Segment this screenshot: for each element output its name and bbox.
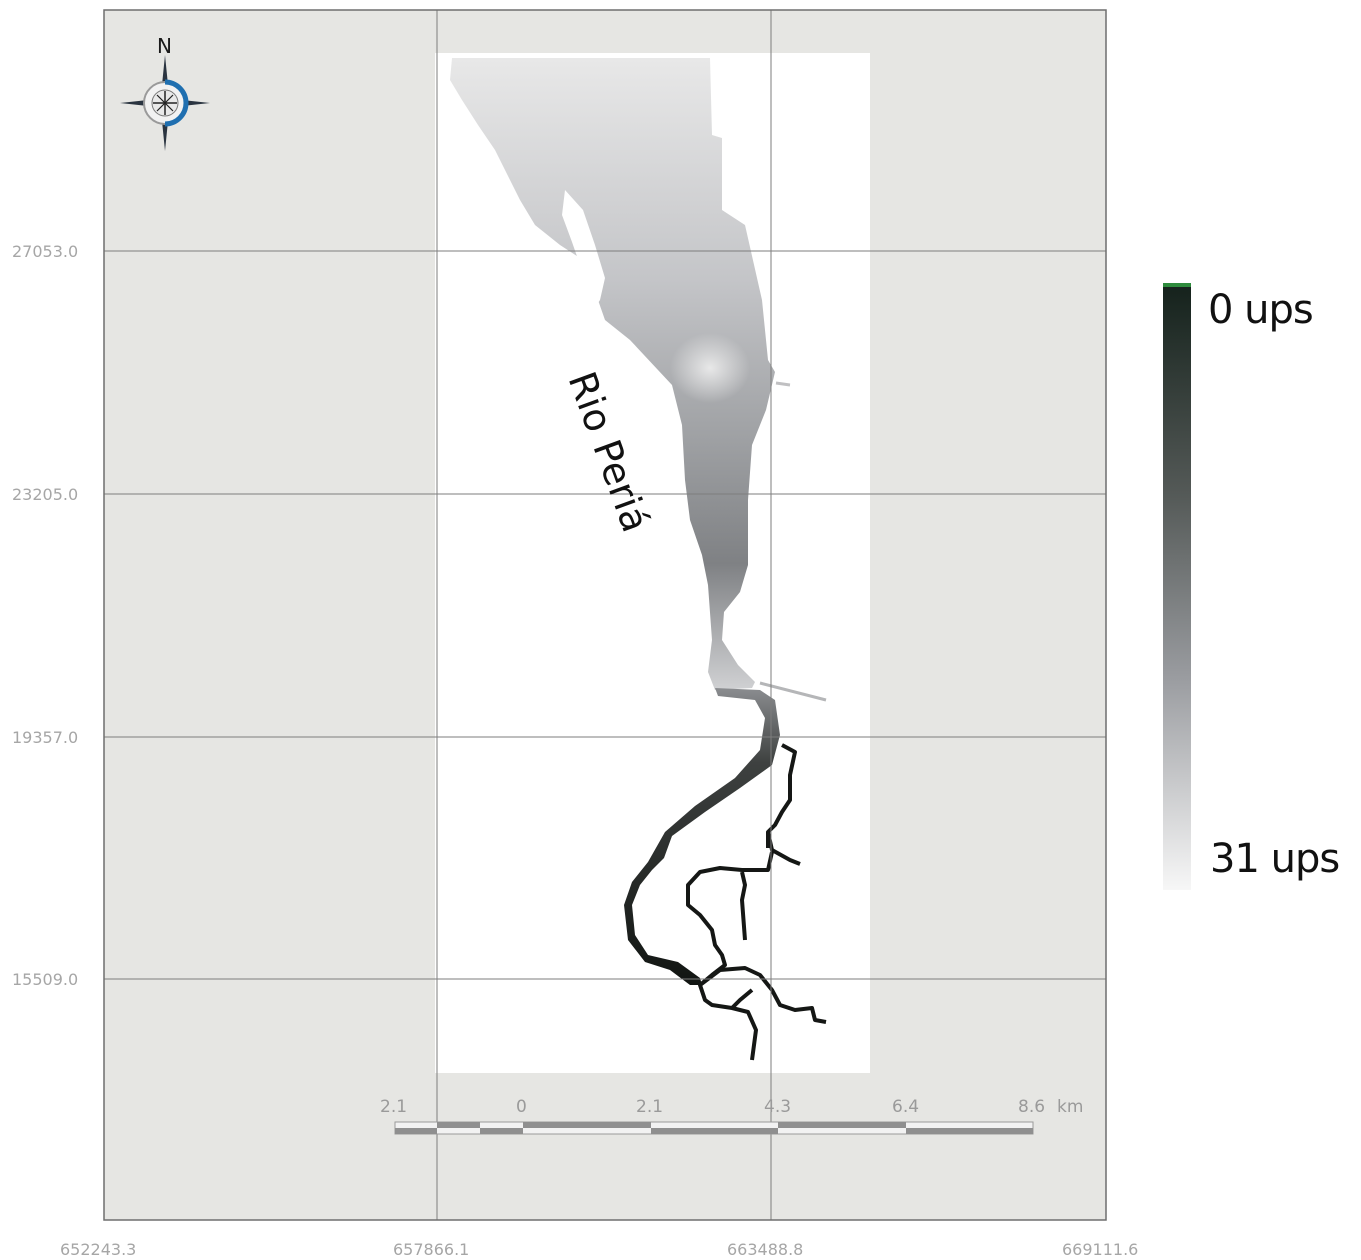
estuary-water	[450, 58, 775, 690]
north-arrow-icon: N	[120, 34, 210, 151]
scale-label: 8.6	[1018, 1097, 1045, 1117]
scale-bar: 2.1 0 2.1 4.3 6.4 8.6 km	[380, 1097, 1083, 1135]
x-axis-label: 663488.8	[727, 1240, 803, 1259]
legend-colorbar-cap	[1163, 283, 1191, 287]
legend-colorbar	[1163, 285, 1191, 890]
tributaries	[686, 743, 827, 1061]
legend-top-label: 0 ups	[1208, 287, 1313, 333]
scale-label: 0	[516, 1097, 527, 1117]
salinity-legend: 0 ups 31 ups	[1163, 283, 1340, 890]
y-axis-label: 23205.0	[12, 485, 78, 504]
x-axis-label: 652243.3	[60, 1240, 136, 1259]
scale-label: 2.1	[636, 1097, 663, 1117]
scale-unit: km	[1057, 1097, 1083, 1117]
estuary-light-spot	[670, 333, 750, 403]
map-border	[103, 9, 1107, 1221]
y-axis-label: 19357.0	[12, 728, 78, 747]
x-axis-label: 657866.1	[393, 1240, 469, 1259]
x-axis-label: 669111.6	[1062, 1240, 1138, 1259]
side-streak	[775, 381, 791, 387]
scale-label: 6.4	[892, 1097, 919, 1117]
north-label: N	[157, 34, 172, 58]
scale-label: 4.3	[764, 1097, 791, 1117]
legend-bottom-label: 31 ups	[1210, 836, 1339, 882]
y-axis-label: 15509.0	[12, 970, 78, 989]
grid-lines	[104, 10, 1106, 1220]
estuary-island	[562, 190, 605, 318]
y-axis-label: 27053.0	[12, 242, 78, 261]
scale-label: 2.1	[380, 1097, 407, 1117]
estuary-inlet	[572, 298, 590, 318]
